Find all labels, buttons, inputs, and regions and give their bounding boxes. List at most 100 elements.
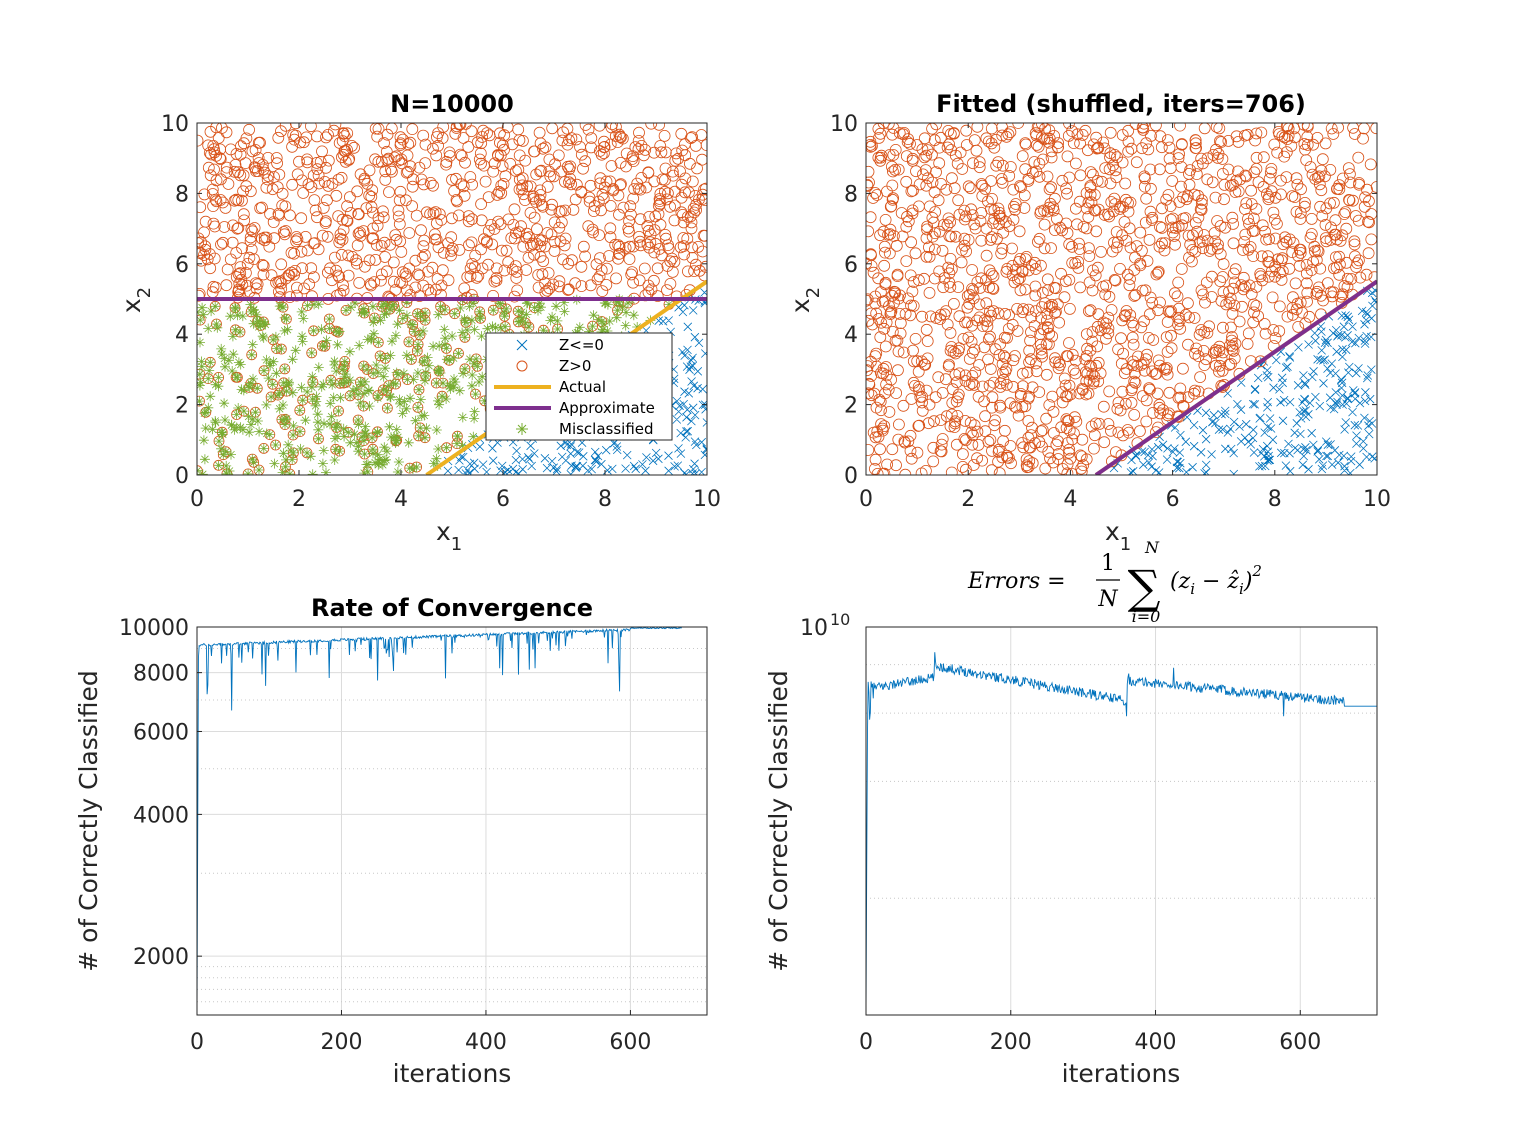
panel-d-series — [866, 652, 1377, 1015]
legend-label-actual: Actual — [559, 378, 606, 396]
panel-d-plot-area — [866, 627, 1377, 1015]
panel-c-frame — [196, 626, 708, 1016]
legend-label-approximate: Approximate — [559, 399, 655, 417]
convergence-series-line — [197, 627, 707, 1015]
errors-series-line — [866, 652, 1377, 1015]
y-tick-label-exponent: 10 — [830, 610, 850, 629]
x-tick-label: 2 — [961, 487, 975, 512]
x-tick-label: 6 — [1166, 487, 1180, 512]
x-tick-label: 200 — [320, 1030, 362, 1055]
panel-b-boundary — [1094, 279, 1377, 475]
y-tick-label-base: 10 — [800, 616, 828, 641]
y-tick-label: 0 — [844, 464, 858, 489]
x-tick-label: 400 — [1135, 1030, 1177, 1055]
panel-a-frame — [196, 122, 708, 476]
formula-sub-i-1: i — [1190, 580, 1195, 598]
panel-d-ticks: 0 200 400 600 10 10 — [800, 610, 1321, 1055]
legend-star-marker — [516, 423, 528, 435]
legend-star-glyph — [516, 423, 528, 435]
x-tick-label: 10 — [1363, 487, 1391, 512]
panel-b-frame — [865, 122, 1378, 476]
legend-circle-marker — [516, 360, 528, 372]
x-tick-label: 0 — [859, 1030, 873, 1055]
legend-label-z-pos: Z>0 — [559, 357, 591, 375]
panel-b-xlabel-sub: 1 — [1120, 534, 1131, 555]
panel-a-title: N=10000 — [390, 90, 514, 118]
panel-d-ylabel: # of Correctly Classified — [764, 670, 793, 972]
panel-b-xlabel-base: x — [1105, 517, 1120, 546]
formula-power: 2 — [1251, 562, 1262, 580]
legend-x-glyph — [516, 339, 528, 351]
y-tick-label: 0 — [175, 464, 189, 489]
x-tick-label: 600 — [609, 1030, 651, 1055]
formula-close: ) — [1243, 569, 1253, 594]
legend-entry-approximate: Approximate — [494, 399, 655, 417]
panel-b-ylabel-sub: 2 — [803, 287, 824, 298]
y-tick-label: 4000 — [133, 803, 189, 828]
panel-a-ylabel-sub: 2 — [134, 287, 155, 298]
panel-d: 0 200 400 600 10 10 Errors = 1 N N ∑ i=0 (zi … — [764, 538, 1378, 1088]
y-tick-label: 6 — [844, 253, 858, 278]
panel-b-ylabel-base: x — [786, 298, 815, 313]
x-tick-label: 8 — [598, 487, 612, 512]
y-tick-label: 6000 — [133, 720, 189, 745]
x-tick-label: 0 — [190, 487, 204, 512]
x-tick-label: 2 — [292, 487, 306, 512]
formula-sum-lower: i=0 — [1132, 607, 1161, 626]
x-tick-label: 4 — [394, 487, 408, 512]
panel-b-title: Fitted (shuffled, iters=706) — [936, 90, 1306, 118]
formula-zhat: ẑ — [1226, 569, 1239, 594]
panel-c-ylabel: # of Correctly Classified — [74, 670, 103, 972]
panel-c: 0 200 400 600 2000 4000 6000 8000 10000 Rate of … — [74, 594, 708, 1088]
x-tick-label: 8 — [1268, 487, 1282, 512]
formula-frac-num: 1 — [1101, 551, 1115, 576]
y-tick-label: 10 — [830, 112, 858, 137]
y-tick-label: 4 — [175, 323, 189, 348]
fitted-boundary-line — [1094, 279, 1377, 475]
legend-label-z-neg: Z<=0 — [559, 336, 604, 354]
legend-entry-z-neg: Z<=0 — [516, 336, 604, 354]
panel-b-ticks: 0 2 4 6 8 10 0 2 4 6 8 10 — [830, 112, 1391, 512]
panel-c-series — [197, 627, 707, 1015]
x-tick-label: 200 — [990, 1030, 1032, 1055]
formula-lhs: Errors = — [967, 569, 1066, 594]
legend-entry-actual: Actual — [494, 378, 606, 396]
panel-a-ticks: 0 2 4 6 8 10 0 2 4 6 8 10 — [161, 112, 721, 512]
y-tick-label: 6 — [175, 253, 189, 278]
panel-a-ylabel: x2 — [117, 287, 155, 313]
y-tick-label: 4 — [844, 323, 858, 348]
formula-frac-den: N — [1097, 587, 1118, 612]
panel-b-ylabel: x2 — [786, 287, 824, 313]
panel-d-frame — [865, 626, 1378, 1016]
y-tick-label: 2 — [844, 394, 858, 419]
x-tick-label: 4 — [1063, 487, 1077, 512]
legend-entry-z-pos: Z>0 — [516, 357, 591, 375]
panel-d-xlabel: iterations — [1062, 1059, 1181, 1088]
formula-sum-upper: N — [1144, 538, 1160, 557]
formula-body: (zi − ẑi)2 — [1170, 562, 1262, 598]
legend-label-misclassified: Misclassified — [559, 420, 654, 438]
x-tick-label: 600 — [1279, 1030, 1321, 1055]
panel-a-xlabel-sub: 1 — [451, 534, 462, 555]
y-tick-label: 2 — [175, 394, 189, 419]
y-tick-label: 10000 — [119, 616, 189, 641]
formula-minus: − — [1195, 569, 1227, 594]
x-tick-label: 0 — [190, 1030, 204, 1055]
legend-entry-misclassified: Misclassified — [516, 420, 654, 438]
formula-sum-sign: ∑ — [1128, 560, 1161, 614]
panel-d-title-formula: Errors = 1 N N ∑ i=0 (zi − ẑi)2 — [967, 538, 1262, 626]
formula-sub-i-2: i — [1239, 580, 1244, 598]
panel-a-ylabel-base: x — [117, 298, 146, 313]
x-tick-label: 400 — [465, 1030, 507, 1055]
legend-x-marker — [516, 339, 528, 351]
formula-body-z: (z — [1170, 569, 1191, 594]
panel-b-xlabel: x1 — [1105, 517, 1131, 555]
panel-c-grid — [197, 627, 707, 1015]
panel-c-plot-area — [197, 627, 707, 1015]
y-tick-label: 2000 — [133, 945, 189, 970]
panel-a-legend: Z<=0 Z>0 Actual Approximate Misclassifie… — [485, 332, 673, 441]
panel-c-ticks: 0 200 400 600 2000 4000 6000 8000 10000 — [119, 616, 651, 1055]
